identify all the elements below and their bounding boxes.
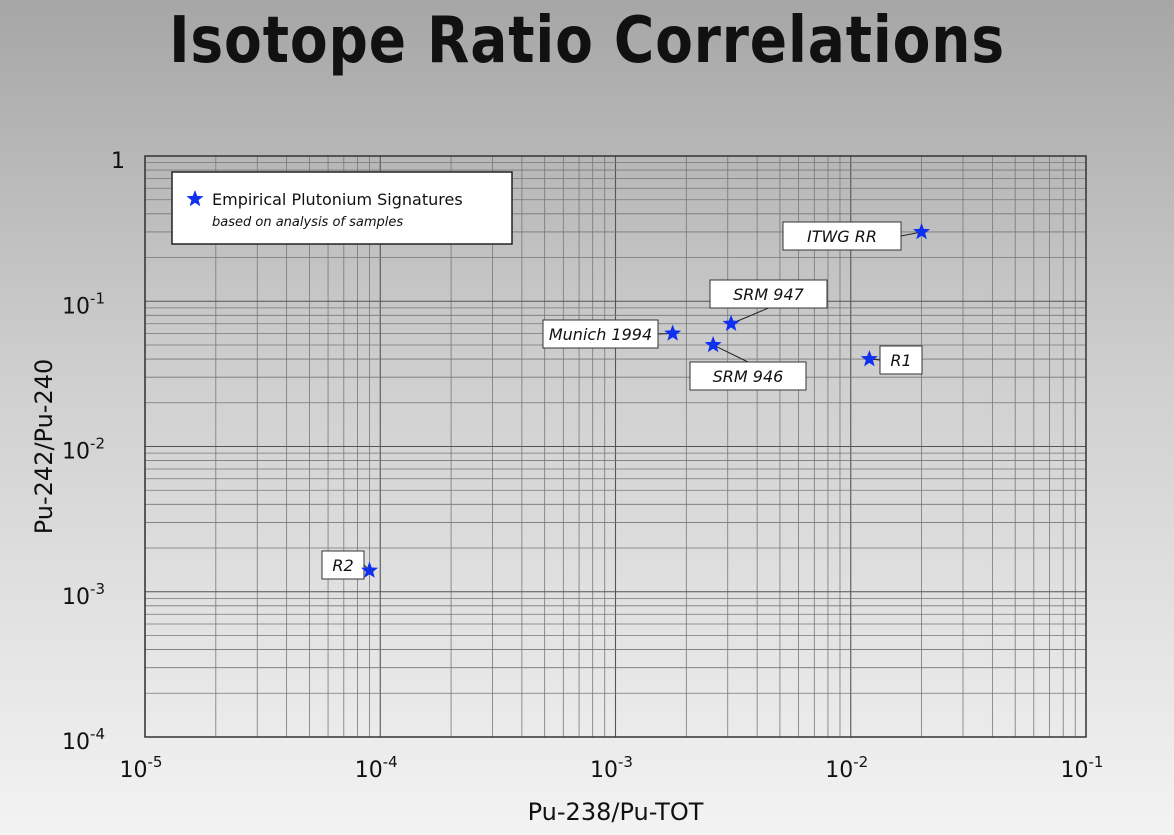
point-label-text: R1 bbox=[890, 351, 911, 370]
label-box bbox=[709, 279, 828, 309]
legend-star-icon bbox=[186, 190, 204, 207]
x-axis-label: Pu-238/Pu-TOT bbox=[528, 798, 704, 826]
y-tick-label: 10-4 bbox=[62, 725, 105, 755]
y-tick-label: 10-2 bbox=[62, 435, 105, 465]
star-marker bbox=[664, 324, 682, 341]
label-box bbox=[321, 550, 365, 580]
y-tick-label: 10-1 bbox=[62, 289, 105, 319]
x-tick-label: 10-1 bbox=[1061, 753, 1104, 783]
point-label-text: SRM 946 bbox=[713, 367, 784, 386]
x-axis-ticks: 10-5 10-4 10-3 10-2 10-1 bbox=[120, 753, 1104, 783]
data-points: ITWG RR SRM 947 Munich 1994 SRM 946 R1 R2 bbox=[321, 221, 931, 580]
y-axis-label: Pu-242/Pu-240 bbox=[30, 359, 58, 535]
star-marker bbox=[704, 335, 722, 353]
point-label-text: R2 bbox=[332, 556, 353, 575]
chart-title: Isotope Ratio Correlations bbox=[169, 4, 1005, 78]
label-box bbox=[782, 221, 902, 251]
point-label: R1 bbox=[869, 345, 923, 375]
star-marker bbox=[860, 350, 878, 367]
point-label-text: Munich 1994 bbox=[549, 325, 652, 344]
y-axis-ticks: 10-4 10-3 10-2 10-1 1 bbox=[62, 149, 125, 755]
point-label: SRM 946 bbox=[689, 344, 807, 391]
plot-frame bbox=[144, 155, 1087, 738]
label-leader-line bbox=[712, 344, 749, 363]
legend: Empirical Plutonium Signatures based on … bbox=[171, 171, 513, 245]
legend-title: Empirical Plutonium Signatures bbox=[212, 190, 463, 209]
legend-subtitle: based on analysis of samples bbox=[212, 215, 403, 230]
x-tick-label: 10-5 bbox=[120, 753, 163, 783]
y-tick-label: 1 bbox=[111, 149, 125, 174]
legend-box bbox=[171, 171, 513, 245]
label-box bbox=[542, 319, 659, 349]
star-marker bbox=[913, 222, 931, 240]
label-box bbox=[689, 361, 807, 391]
grid-lines bbox=[144, 156, 1086, 738]
star-marker bbox=[722, 314, 740, 332]
point-label: ITWG RR bbox=[782, 221, 922, 251]
x-tick-label: 10-3 bbox=[590, 753, 633, 783]
point-label: SRM 947 bbox=[709, 279, 828, 325]
point-label: R2 bbox=[321, 550, 370, 580]
label-box bbox=[879, 345, 923, 375]
point-label-text: ITWG RR bbox=[807, 227, 877, 246]
x-tick-label: 10-2 bbox=[825, 753, 868, 783]
point-label-text: SRM 947 bbox=[733, 285, 805, 304]
point-label: Munich 1994 bbox=[542, 319, 673, 349]
y-tick-label: 10-3 bbox=[62, 580, 105, 610]
star-marker bbox=[360, 561, 379, 578]
x-tick-label: 10-4 bbox=[355, 753, 398, 783]
